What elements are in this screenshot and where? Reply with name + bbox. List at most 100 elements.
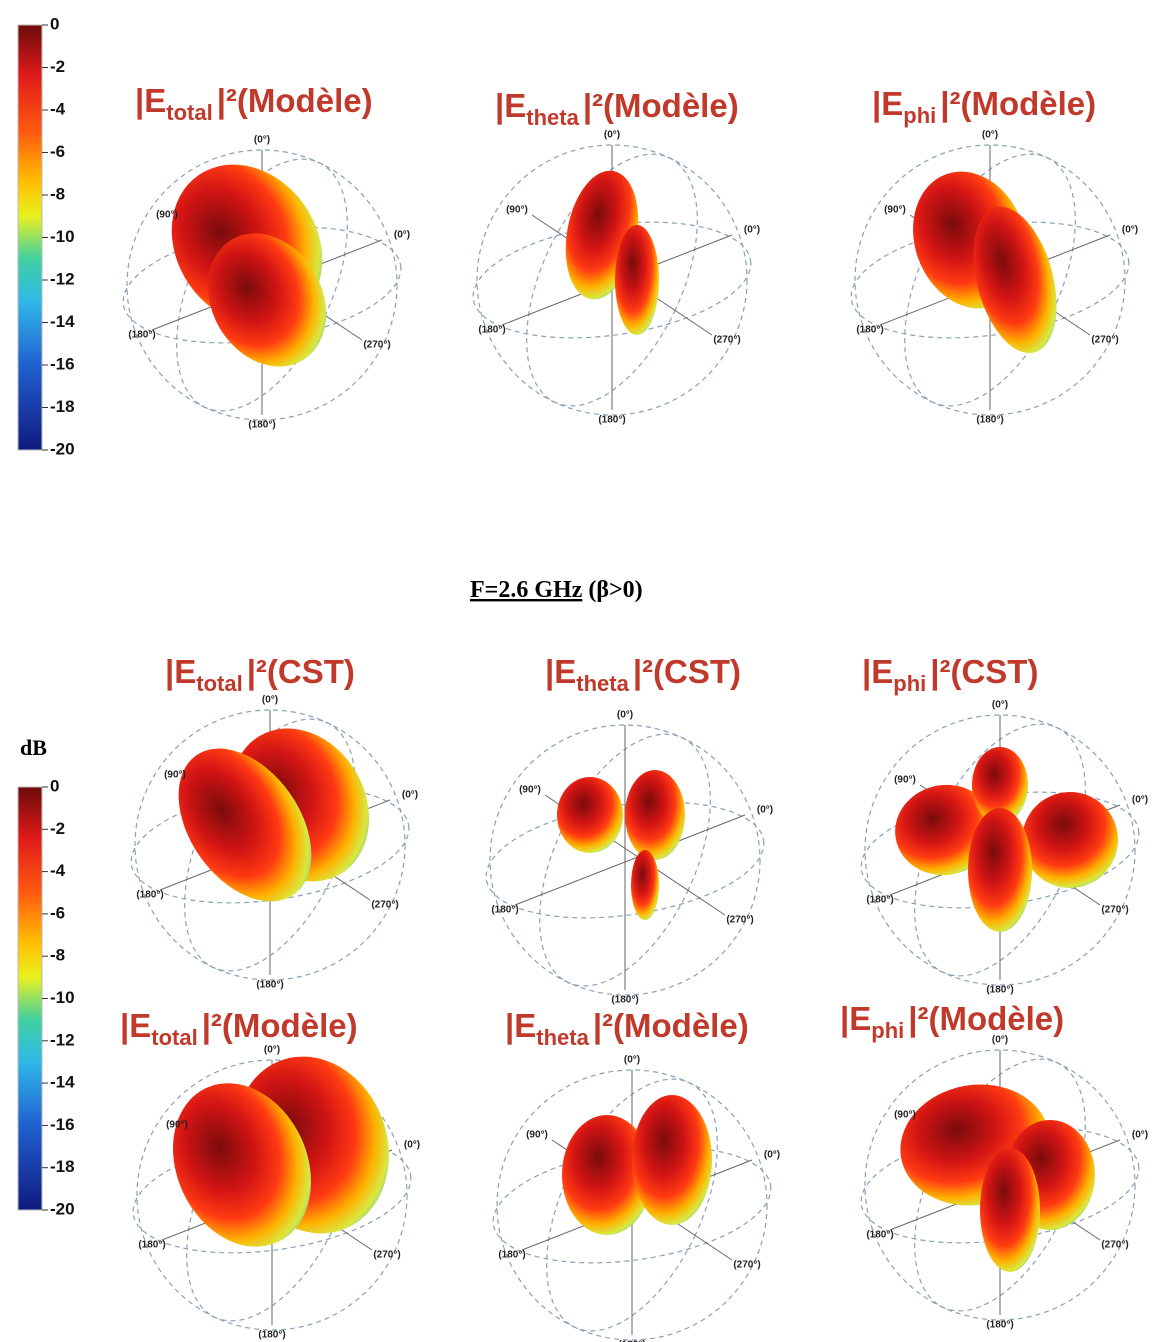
axis-label: (0°) — [1132, 1130, 1148, 1141]
title-prefix: |E — [135, 82, 166, 119]
colorbar-tick-label: -12 — [50, 1030, 75, 1049]
axis-label: (0°) — [982, 130, 998, 141]
panel-title: |Etotal |²(Modèle) — [135, 82, 373, 125]
lobe — [632, 1095, 712, 1225]
meridian-outline — [526, 153, 698, 407]
radiation-pattern: (0°) (90°) (0°) (180°) (270°) (180°) — [132, 1045, 420, 1341]
axis-label: (270°) — [1091, 335, 1118, 346]
section-title-rest: (β>0) — [588, 577, 642, 603]
colorbar-tick-label: -8 — [50, 184, 65, 203]
title-suffix: |²(Modèle) — [593, 1007, 749, 1044]
axis-label: (0°) — [262, 695, 278, 706]
lobe — [972, 747, 1028, 823]
axis-label: (0°) — [402, 790, 418, 801]
axis-label: (90°) — [894, 775, 916, 786]
sphere-outline — [854, 144, 1126, 416]
radiation-pattern: (0°) (90°) (0°) (180°) (270°) (180°) — [122, 135, 410, 431]
radiation-pattern: (0°) (90°) (0°) (180°) (270°) (180°) — [472, 130, 760, 426]
panel-title: |Etotal |²(Modèle) — [120, 1007, 358, 1050]
axis-label: (90°) — [894, 1110, 916, 1121]
panel-title: |Etheta |²(CST) — [545, 653, 741, 696]
lobe — [557, 777, 623, 853]
axis-label: (0°) — [604, 130, 620, 141]
colorbar-tick-label: -20 — [50, 439, 75, 458]
colorbar-tick-label: -18 — [50, 1157, 75, 1176]
title-prefix: |E — [495, 87, 526, 124]
axis-label: (270°) — [726, 915, 753, 926]
title-subscript: theta — [526, 105, 579, 130]
axis-label: (0°) — [1132, 795, 1148, 806]
colorbar-tick-label: -12 — [50, 269, 75, 288]
axis-label: (180°) — [258, 1330, 285, 1341]
axis-label: (180°) — [986, 985, 1013, 996]
axis-label: (180°) — [256, 980, 283, 991]
axis-label: (0°) — [264, 1045, 280, 1056]
colorbar-tick-label: -6 — [50, 142, 65, 161]
title-suffix: |²(CST) — [930, 653, 1038, 690]
axis-label: (0°) — [757, 805, 773, 816]
axis-label: (270°) — [1101, 905, 1128, 916]
colorbar — [17, 24, 43, 451]
title-subscript: total — [151, 1025, 197, 1050]
lobe — [173, 1083, 311, 1247]
colorbar-tick-label: -4 — [50, 99, 66, 118]
colorbar — [17, 786, 43, 1211]
lobe — [968, 808, 1032, 932]
sphere-outline — [864, 714, 1136, 986]
unit-label: dB — [20, 735, 47, 760]
axis-label: (90°) — [156, 210, 178, 221]
title-prefix: |E — [505, 1007, 536, 1044]
axis-label: (0°) — [254, 135, 270, 146]
axis-label: (180°) — [498, 1250, 525, 1261]
axis-label: (90°) — [166, 1120, 188, 1131]
colorbar-tick-label: -10 — [50, 988, 75, 1007]
axis-label: (90°) — [526, 1130, 548, 1141]
meridian-outline — [546, 1078, 718, 1332]
colorbar-tick-label: -18 — [50, 397, 75, 416]
axis-label: (270°) — [733, 1260, 760, 1271]
panel-title: |Ephi |²(Modèle) — [840, 1000, 1064, 1043]
radiation-pattern: (0°) (90°) (0°) (180°) (270°) (180°) — [850, 130, 1138, 426]
colorbar-tick-label: -2 — [50, 819, 65, 838]
title-subscript: theta — [536, 1025, 589, 1050]
colorbar-tick-label: 0 — [50, 14, 59, 33]
title-suffix: |²(Modèle) — [940, 85, 1096, 122]
title-prefix: |E — [165, 653, 196, 690]
sphere-outline — [134, 709, 406, 981]
title-subscript: phi — [871, 1018, 904, 1043]
axis-label: (90°) — [164, 770, 186, 781]
axis-label: (0°) — [394, 230, 410, 241]
meridian-outline — [539, 733, 711, 987]
axis-label: (0°) — [992, 700, 1008, 711]
axis-label: (270°) — [1101, 1240, 1128, 1251]
sphere-outline — [126, 149, 398, 421]
lobe — [615, 225, 659, 335]
title-suffix: |²(Modèle) — [908, 1000, 1064, 1037]
axis-label: (180°) — [986, 1320, 1013, 1331]
axis-label: (90°) — [506, 205, 528, 216]
axis-label: (180°) — [136, 890, 163, 901]
axis-label: (90°) — [519, 785, 541, 796]
title-subscript: total — [196, 671, 242, 696]
lobe — [1022, 792, 1118, 888]
title-prefix: |E — [872, 85, 903, 122]
section-title-underlined: F=2.6 GHz — [470, 577, 583, 603]
panel-title: |Ephi |²(CST) — [862, 653, 1038, 696]
sphere-outline — [489, 724, 761, 996]
axis-label: (180°) — [976, 415, 1003, 426]
axis-label: (270°) — [373, 1250, 400, 1261]
title-prefix: |E — [840, 1000, 871, 1037]
colorbar-tick-label: -14 — [50, 1073, 75, 1092]
axis-label: (0°) — [1122, 225, 1138, 236]
title-suffix: |²(Modèle) — [217, 82, 373, 119]
colorbar-tick-label: -20 — [50, 1199, 75, 1218]
sphere-outline — [496, 1069, 768, 1341]
axis-label: (180°) — [248, 420, 275, 431]
colorbar-tick-label: -10 — [50, 227, 75, 246]
axis-label: (180°) — [618, 1340, 645, 1342]
panel-title: |Ephi |²(Modèle) — [872, 85, 1096, 128]
axis-label: (180°) — [478, 325, 505, 336]
axis-label: (0°) — [624, 1055, 640, 1066]
colorbar-tick-label: -4 — [50, 861, 66, 880]
panel-title: |Etheta |²(Modèle) — [495, 87, 739, 130]
